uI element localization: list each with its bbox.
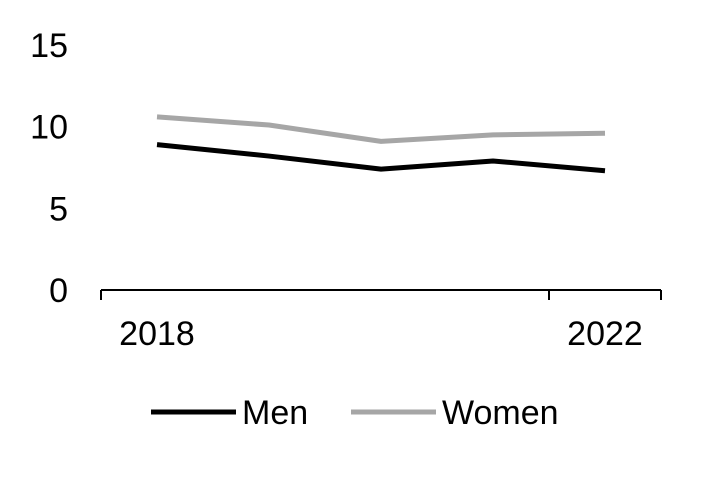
y-tick-label: 15	[30, 27, 68, 65]
y-tick-label: 0	[49, 272, 68, 310]
y-tick-label: 10	[30, 109, 68, 147]
legend-label-women: Women	[442, 394, 559, 432]
series-line-women	[156, 114, 606, 144]
legend-label-men: Men	[242, 394, 308, 432]
y-tick-label: 5	[49, 190, 68, 228]
x-tick-label: 2018	[119, 315, 195, 353]
series-line-men	[156, 142, 606, 174]
x-tick-label: 2022	[567, 315, 643, 353]
